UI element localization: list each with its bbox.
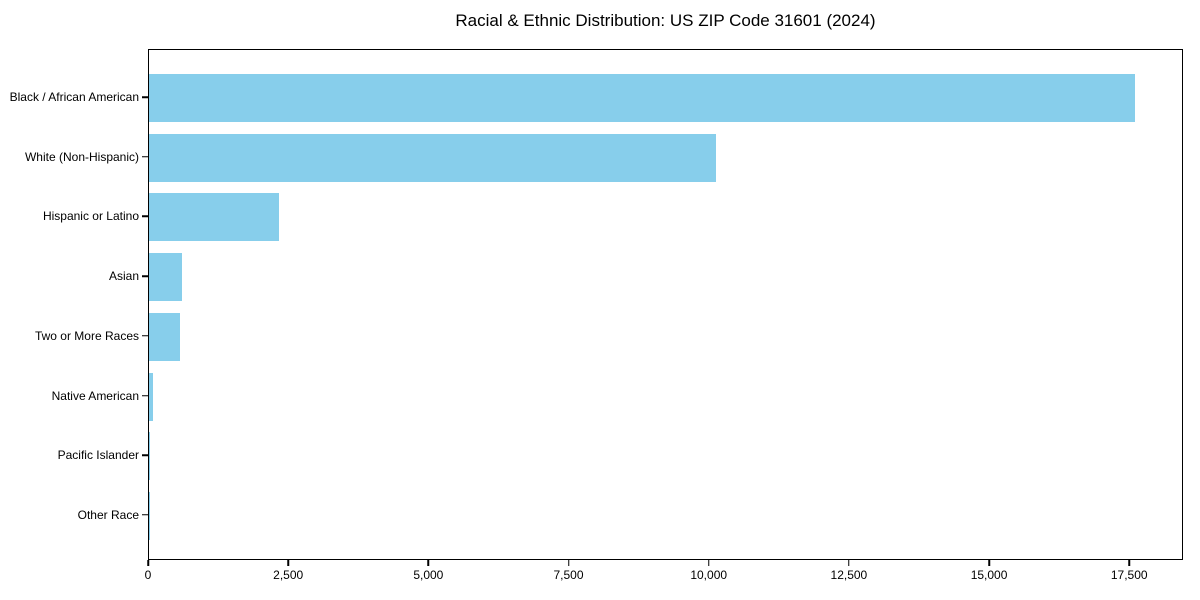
- bar-other-race: [149, 491, 151, 540]
- bar-hispanic-or-latino: [149, 193, 279, 242]
- x-tick-label: 17,500: [1110, 568, 1148, 582]
- y-tick-mark: [142, 454, 148, 457]
- y-tick-label: Other Race: [77, 507, 139, 522]
- y-tick-mark: [142, 394, 148, 397]
- chart-title: Racial & Ethnic Distribution: US ZIP Cod…: [455, 11, 876, 30]
- x-tick-label: 7,500: [553, 568, 584, 582]
- y-tick-label: Hispanic or Latino: [42, 209, 139, 224]
- bar-white-non-hispanic: [149, 133, 717, 182]
- x-tick-mark: [707, 560, 710, 566]
- y-tick-mark: [142, 215, 148, 218]
- bar-two-or-more-races: [149, 312, 180, 361]
- y-tick-label: White (Non-Hispanic): [24, 149, 139, 164]
- y-tick-mark: [142, 514, 148, 516]
- y-tick-label: Asian: [108, 269, 139, 284]
- x-tick-label: 10,000: [690, 568, 728, 582]
- x-tick-label: 12,500: [830, 568, 868, 582]
- bar-black-african-american: [149, 74, 1135, 122]
- x-tick-mark: [1128, 560, 1130, 566]
- x-tick-label: 0: [144, 568, 152, 582]
- x-tick-mark: [147, 560, 149, 566]
- y-tick-label: Pacific Islander: [57, 448, 139, 463]
- y-tick-label: Black / African American: [9, 90, 139, 104]
- x-tick-mark: [287, 560, 289, 566]
- x-tick-mark: [988, 560, 990, 566]
- x-tick-mark: [848, 560, 850, 566]
- plot-area: [148, 49, 1183, 560]
- x-tick-label: 15,000: [970, 568, 1008, 582]
- x-tick-label: 2,500: [273, 568, 304, 582]
- bar-asian: [149, 253, 183, 302]
- y-tick-label: Native American: [51, 388, 139, 403]
- x-tick-label: 5,000: [413, 568, 444, 582]
- x-tick-mark: [567, 560, 570, 566]
- bar-pacific-islander: [149, 432, 150, 481]
- x-tick-mark: [427, 560, 430, 566]
- y-tick-mark: [142, 335, 148, 337]
- bar-native-american: [149, 372, 154, 421]
- y-tick-mark: [142, 96, 148, 98]
- y-tick-label: Two or More Races: [34, 328, 139, 343]
- y-tick-mark: [142, 155, 148, 158]
- y-tick-mark: [142, 275, 148, 277]
